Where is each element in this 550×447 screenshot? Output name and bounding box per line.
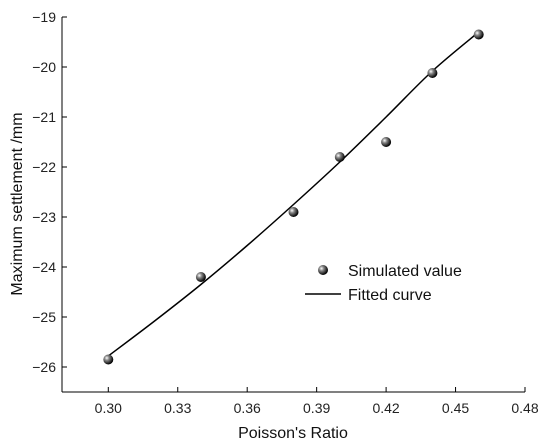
- y-tick-label: −25: [32, 309, 56, 325]
- x-axis-ticks: 0.30 0.33 0.36 0.39 0.42 0.45 0.48: [95, 387, 539, 416]
- simulated-points: [103, 29, 484, 365]
- x-tick-label: 0.39: [303, 400, 330, 416]
- plot-frame: [61, 17, 525, 393]
- legend-label-simulated: Simulated value: [348, 263, 462, 280]
- x-tick-label: 0.33: [164, 400, 191, 416]
- y-axis-title: Maximum settlement /mm: [9, 112, 26, 295]
- y-axis-ticks: −19 −20 −21 −22 −23 −24 −25 −26: [32, 9, 67, 375]
- fitted-curve-line: [107, 31, 480, 357]
- y-tick-label: −24: [32, 259, 56, 275]
- simulated-point: [103, 354, 114, 365]
- legend-label-fitted: Fitted curve: [348, 287, 432, 304]
- y-tick-label: −23: [32, 209, 56, 225]
- x-tick-label: 0.30: [95, 400, 122, 416]
- x-tick-label: 0.45: [442, 400, 469, 416]
- simulated-point: [473, 29, 484, 40]
- simulated-point: [334, 152, 345, 162]
- y-tick-label: −26: [32, 359, 56, 375]
- x-tick-label: 0.36: [234, 400, 261, 416]
- x-axis-title: Poisson's Ratio: [238, 425, 348, 442]
- y-tick-label: −20: [32, 59, 56, 75]
- x-tick-label: 0.48: [511, 400, 538, 416]
- y-tick-label: −22: [32, 159, 56, 175]
- legend: Simulated value Fitted curve: [305, 263, 462, 304]
- simulated-point: [288, 207, 299, 217]
- simulated-point: [381, 137, 392, 147]
- simulated-point: [427, 68, 438, 78]
- y-tick-label: −21: [32, 109, 56, 125]
- x-tick-label: 0.42: [372, 400, 399, 416]
- simulated-point: [195, 272, 206, 282]
- y-tick-label: −19: [32, 9, 56, 25]
- legend-marker-simulated: [318, 265, 328, 275]
